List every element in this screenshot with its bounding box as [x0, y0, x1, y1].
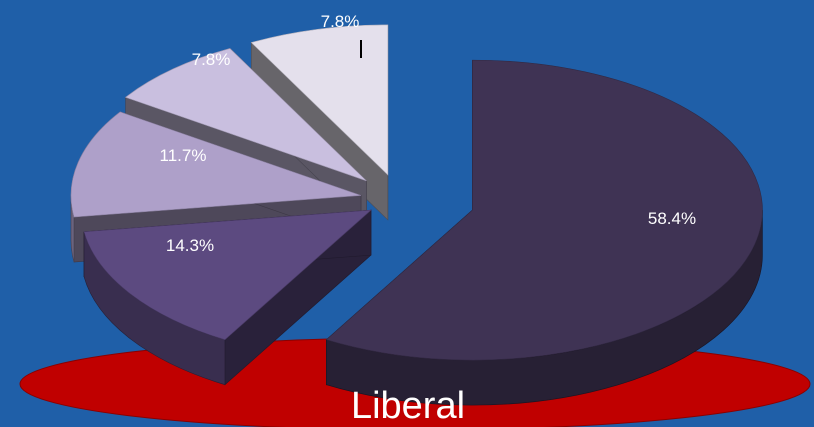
pie-slice-top [250, 24, 389, 176]
pie-slices [70, 24, 763, 406]
pie-slice-top [70, 111, 362, 218]
pie-slice-top [83, 209, 372, 341]
caption-text: Liberal [351, 385, 465, 427]
pie-slice [83, 209, 372, 386]
slice-label: 58.4% [648, 209, 696, 228]
slice-label: 7.8% [192, 50, 231, 69]
slice-label: 7.8% [321, 12, 360, 31]
pie-labels: 58.4% 14.3% 11.7% 7.8% 7.8% [160, 12, 697, 255]
slice-label: 11.7% [160, 146, 207, 165]
pie-slice-top [124, 48, 367, 182]
pie-slice-top [325, 59, 763, 361]
slice-label: 14.3% [166, 236, 214, 255]
pie-slice [325, 59, 763, 406]
